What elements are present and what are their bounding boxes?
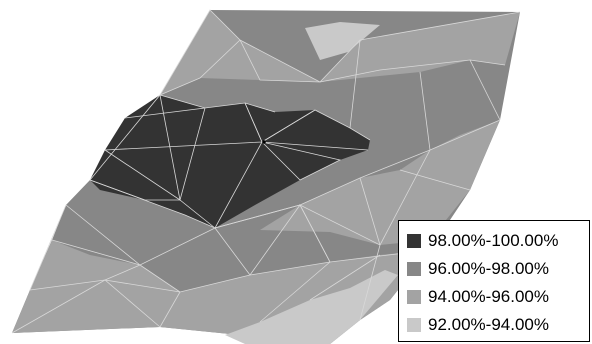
legend-swatch-96-98 xyxy=(407,262,421,276)
legend: 98.00%-100.00% 96.00%-98.00% 94.00%-96.0… xyxy=(398,220,590,342)
legend-item-98-100: 98.00%-100.00% xyxy=(407,230,558,252)
legend-label-94-96: 94.00%-96.00% xyxy=(428,287,549,306)
band-92-94-bottom xyxy=(225,270,398,344)
band-94-96-top-right xyxy=(320,12,520,82)
band-92-94-top-notch xyxy=(305,22,380,60)
legend-item-92-94: 92.00%-94.00% xyxy=(407,314,549,336)
legend-swatch-98-100 xyxy=(407,234,421,248)
band-94-96-mid-right xyxy=(260,120,500,245)
band-94-96-top-left xyxy=(160,10,320,95)
legend-swatch-92-94 xyxy=(407,318,421,332)
legend-item-94-96: 94.00%-96.00% xyxy=(407,286,549,308)
center-point xyxy=(262,140,266,144)
band-94-96-bottom-right xyxy=(160,250,430,344)
band-98-100-region xyxy=(90,95,370,228)
legend-label-92-94: 92.00%-94.00% xyxy=(428,315,549,334)
legend-swatch-94-96 xyxy=(407,290,421,304)
legend-item-96-98: 96.00%-98.00% xyxy=(407,258,549,280)
legend-label-98-100: 98.00%-100.00% xyxy=(428,231,559,250)
band-94-96-bottom-left xyxy=(12,240,180,333)
mesh-lines xyxy=(11,9,521,334)
legend-label-96-98: 96.00%-98.00% xyxy=(428,259,549,278)
